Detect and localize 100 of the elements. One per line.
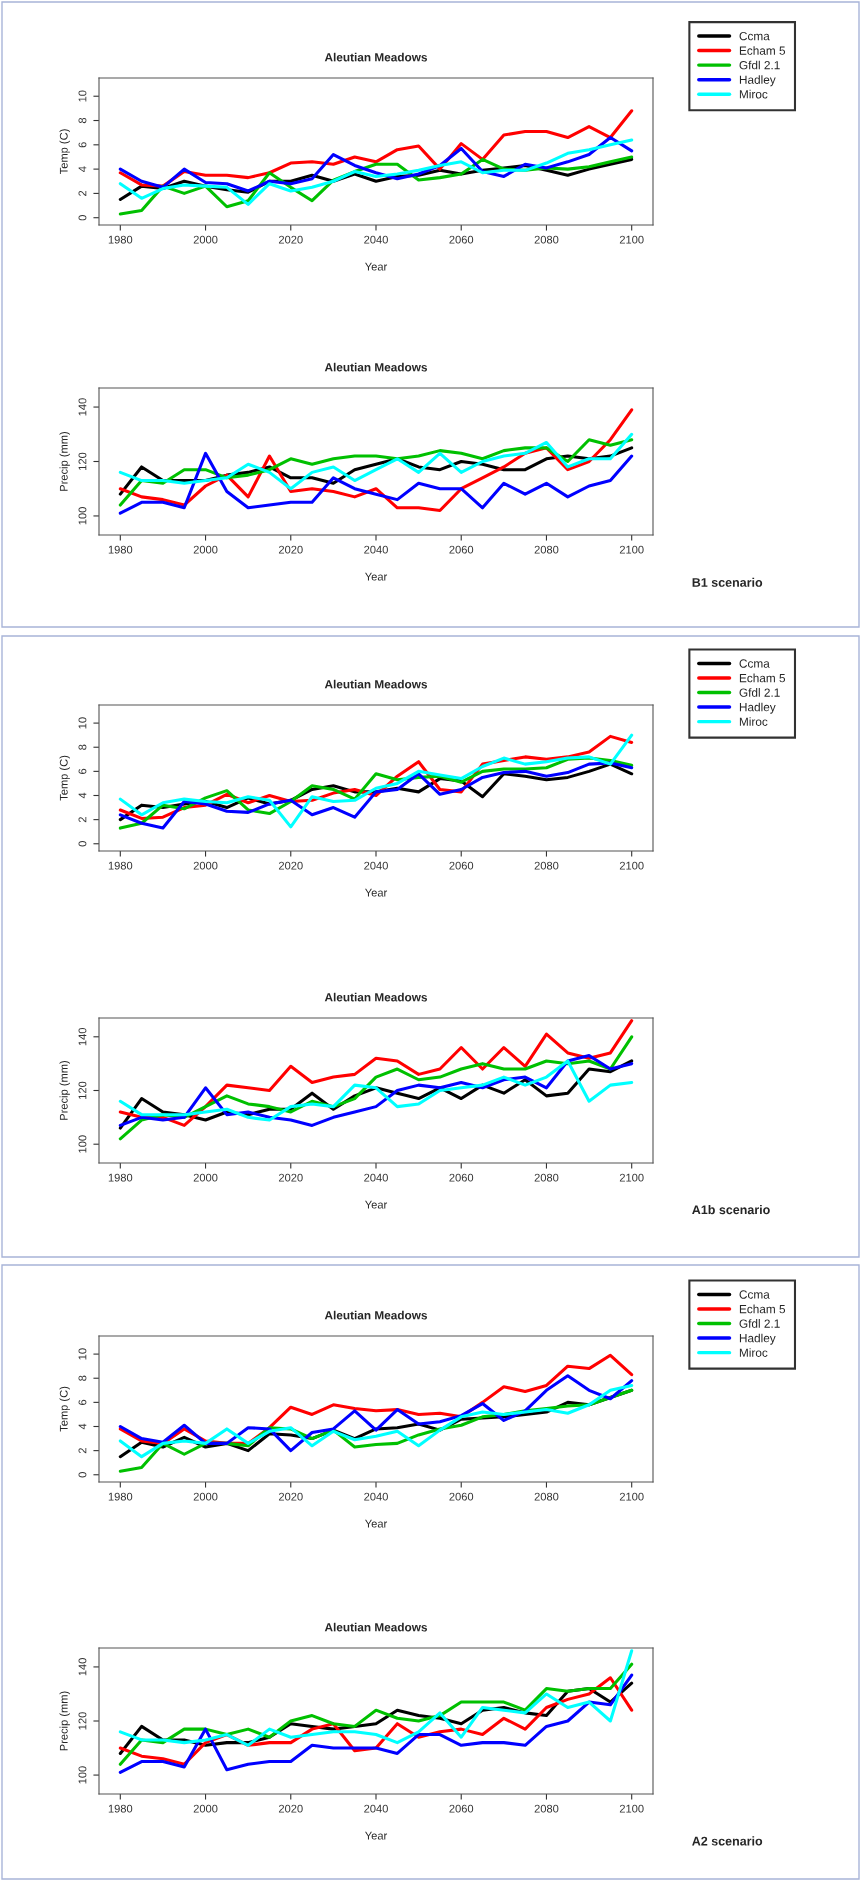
chart-title: Aleutian Meadows bbox=[324, 362, 428, 372]
x-tick-label: 2020 bbox=[278, 1804, 303, 1813]
chart-title: Aleutian Meadows bbox=[324, 52, 428, 62]
x-tick-label: 2100 bbox=[619, 861, 644, 870]
x-tick-label: 2040 bbox=[364, 1173, 388, 1182]
x-tick-label: 2080 bbox=[534, 1804, 559, 1813]
legend-label: Echam 5 bbox=[739, 46, 786, 55]
x-tick-label: 2000 bbox=[193, 235, 218, 244]
legend-label: Miroc bbox=[739, 1348, 768, 1357]
y-tick-label: 0 bbox=[78, 841, 87, 847]
line-series bbox=[118, 138, 634, 206]
x-tick-label: 2000 bbox=[193, 1492, 218, 1501]
y-tick-label: 2 bbox=[78, 190, 87, 196]
x-axis-title: Year bbox=[365, 572, 388, 581]
y-tick-label: 4 bbox=[78, 1423, 87, 1430]
chart-title: Aleutian Meadows bbox=[324, 1622, 428, 1632]
x-tick-label: 2080 bbox=[534, 545, 559, 554]
x-tick-label: 1980 bbox=[108, 861, 133, 870]
line-series bbox=[118, 432, 634, 491]
legend-label: Echam 5 bbox=[739, 1304, 786, 1314]
x-tick-label: 2100 bbox=[619, 1492, 644, 1501]
x-tick-label: 2060 bbox=[449, 861, 474, 870]
y-tick-label: 6 bbox=[78, 768, 87, 774]
x-tick-label: 2060 bbox=[449, 1804, 474, 1813]
legend-label: Ccma bbox=[739, 659, 770, 668]
y-tick-label: 140 bbox=[78, 398, 87, 416]
x-tick-label: 2080 bbox=[534, 1173, 559, 1182]
y-tick-label: 140 bbox=[78, 1027, 87, 1046]
legend-label: Hadley bbox=[739, 1333, 776, 1345]
x-tick-label: 2000 bbox=[193, 545, 218, 554]
x-tick-label: 2080 bbox=[534, 1492, 559, 1501]
legend-label: Hadley bbox=[739, 702, 776, 714]
x-tick-label: 2040 bbox=[364, 1492, 388, 1501]
x-tick-label: 2020 bbox=[278, 861, 303, 870]
y-tick-label: 4 bbox=[78, 792, 87, 799]
legend-label: Gfdl 2.1 bbox=[739, 688, 780, 697]
x-axis-title: Year bbox=[365, 1831, 388, 1840]
x-tick-label: 2020 bbox=[278, 235, 303, 244]
legend-label: Hadley bbox=[739, 75, 776, 87]
x-axis-title: Year bbox=[365, 1200, 388, 1209]
text: B1 scenario bbox=[692, 577, 763, 587]
x-tick-label: 2100 bbox=[619, 1804, 644, 1813]
y-tick-label: 140 bbox=[78, 1658, 87, 1676]
y-axis-title: Precip (mm) bbox=[59, 1691, 70, 1751]
x-axis-title: Year bbox=[365, 1519, 388, 1528]
x-tick-label: 2040 bbox=[364, 861, 388, 870]
y-tick-label: 0 bbox=[78, 1472, 87, 1478]
line-series bbox=[118, 1374, 634, 1453]
y-tick-label: 6 bbox=[78, 142, 87, 148]
y-axis-title: Precip (mm) bbox=[59, 1060, 70, 1120]
y-tick-label: 8 bbox=[78, 744, 87, 750]
chart-title: Aleutian Meadows bbox=[324, 679, 428, 689]
chart-title: Aleutian Meadows bbox=[324, 992, 428, 1002]
x-tick-label: 2040 bbox=[364, 1804, 388, 1813]
x-tick-label: 2000 bbox=[193, 861, 218, 870]
y-tick-label: 8 bbox=[78, 1375, 87, 1381]
y-tick-label: 100 bbox=[78, 1135, 87, 1153]
y-axis-title: Temp (C) bbox=[59, 1386, 70, 1432]
y-tick-label: 8 bbox=[78, 117, 87, 124]
x-tick-label: 2000 bbox=[193, 1173, 218, 1182]
x-tick-label: 1980 bbox=[108, 545, 133, 554]
x-tick-label: 2040 bbox=[364, 545, 388, 554]
text: A2 scenario bbox=[692, 1836, 763, 1846]
line-series bbox=[118, 136, 634, 193]
line-series bbox=[118, 1649, 634, 1747]
x-tick-label: 1980 bbox=[108, 235, 133, 244]
text: A1b scenario bbox=[692, 1205, 770, 1215]
legend-label: Gfdl 2.1 bbox=[739, 1319, 780, 1328]
legend-label: Ccma bbox=[739, 31, 770, 41]
x-axis-title: Year bbox=[365, 888, 388, 897]
y-tick-label: 4 bbox=[78, 166, 87, 172]
chart-title: Aleutian Meadows bbox=[324, 1310, 428, 1320]
y-tick-label: 120 bbox=[78, 452, 87, 470]
y-tick-label: 2 bbox=[78, 817, 87, 823]
x-tick-label: 2100 bbox=[619, 235, 644, 244]
x-tick-label: 2000 bbox=[193, 1804, 218, 1813]
x-tick-label: 2080 bbox=[534, 235, 559, 244]
legend-label: Miroc bbox=[739, 89, 768, 99]
y-tick-label: 10 bbox=[78, 90, 87, 102]
y-tick-label: 10 bbox=[78, 717, 87, 729]
x-tick-label: 2040 bbox=[364, 235, 388, 244]
legend-label: Gfdl 2.1 bbox=[739, 60, 780, 70]
x-tick-label: 1980 bbox=[108, 1492, 133, 1501]
x-tick-label: 2020 bbox=[278, 545, 303, 554]
y-tick-label: 100 bbox=[78, 507, 87, 525]
y-axis-title: Temp (C) bbox=[59, 129, 70, 175]
x-tick-label: 2100 bbox=[619, 1173, 644, 1182]
x-tick-label: 2080 bbox=[534, 861, 559, 870]
y-tick-label: 120 bbox=[78, 1081, 87, 1099]
legend-label: Miroc bbox=[739, 717, 768, 726]
x-tick-label: 1980 bbox=[108, 1173, 133, 1182]
y-tick-label: 6 bbox=[78, 1399, 87, 1405]
y-tick-label: 0 bbox=[78, 215, 87, 221]
x-tick-label: 2060 bbox=[449, 1173, 474, 1182]
y-tick-label: 2 bbox=[78, 1448, 87, 1454]
x-axis-title: Year bbox=[365, 262, 388, 271]
legend-label: Ccma bbox=[739, 1290, 770, 1299]
y-tick-label: 120 bbox=[78, 1712, 87, 1730]
line-series bbox=[118, 451, 634, 515]
x-tick-label: 2020 bbox=[278, 1492, 303, 1501]
